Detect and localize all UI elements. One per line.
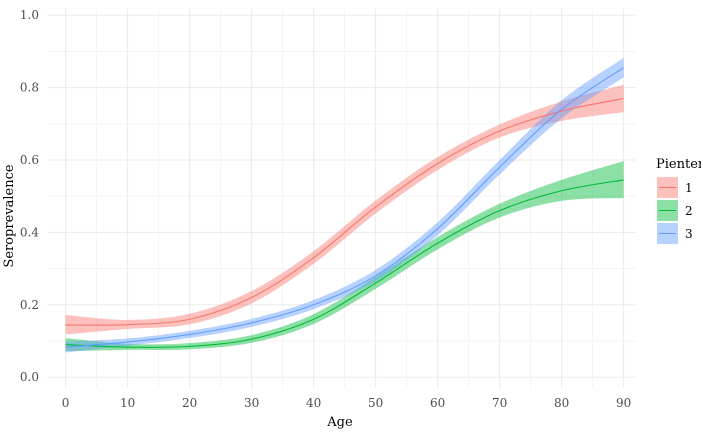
y-axis-title: Seroprevalence [2,164,17,267]
y-axis-ticks: 0.0 0.2 0.4 0.6 0.8 1.0 [20,8,39,384]
line-series-1 [65,97,624,326]
x-tick-label: 80 [554,396,569,410]
line-series-3 [65,67,624,348]
legend-title: Pienter [656,157,701,172]
confidence-band-series-2 [65,161,624,352]
x-tick-label: 0 [62,396,70,410]
y-tick-label: 0.2 [20,298,39,312]
y-tick-label: 1.0 [20,8,39,22]
x-tick-label: 50 [368,396,383,410]
x-axis-title: Age [326,415,353,430]
legend-label-1: 1 [685,181,693,195]
x-tick-label: 20 [182,396,197,410]
legend-label-2: 2 [685,204,693,218]
x-tick-label: 40 [306,396,321,410]
y-tick-label: 0.0 [20,370,39,384]
series-lines [65,67,624,348]
legend: Pienter 1 2 3 [656,157,701,244]
grid-lines [47,8,636,388]
legend-label-3: 3 [685,227,693,241]
x-tick-label: 60 [430,396,445,410]
x-axis-ticks: 0 10 20 30 40 50 60 70 80 90 [62,396,631,410]
x-tick-label: 10 [120,396,135,410]
y-tick-label: 0.6 [20,153,39,167]
x-tick-label: 70 [492,396,507,410]
y-tick-label: 0.8 [20,81,39,95]
confidence-band-series-3 [65,57,624,353]
y-tick-label: 0.4 [20,225,39,239]
line-series-2 [65,179,624,348]
x-tick-label: 90 [616,396,631,410]
x-tick-label: 30 [244,396,259,410]
